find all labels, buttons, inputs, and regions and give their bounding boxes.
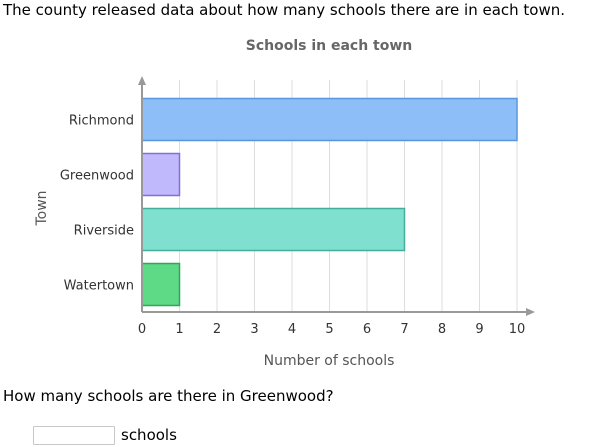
x-axis-arrow [526, 308, 535, 316]
x-tick-label-0: 0 [138, 322, 146, 337]
x-tick-label-4: 4 [288, 322, 296, 337]
bar-riverside [141, 207, 406, 252]
x-axis-label: Number of schools [264, 353, 395, 369]
category-label-richmond: Richmond [69, 114, 134, 129]
bar-richmond [141, 97, 518, 142]
category-label-watertown: Watertown [64, 279, 134, 294]
axes [138, 76, 535, 316]
x-tick-label-2: 2 [213, 322, 221, 337]
y-category-labels: Richmond Greenwood Riverside Watertown [60, 114, 134, 294]
x-tick-labels: 0 1 2 3 4 5 6 7 8 9 10 [138, 322, 525, 337]
y-axis-arrow [138, 76, 146, 85]
category-label-riverside: Riverside [74, 224, 134, 239]
bar-watertown [141, 262, 181, 307]
x-tick-label-10: 10 [509, 322, 526, 337]
answer-input[interactable] [33, 425, 115, 445]
category-label-greenwood: Greenwood [60, 169, 134, 184]
intro-text: The county released data about how many … [3, 1, 566, 19]
x-tick-label-1: 1 [175, 322, 183, 337]
x-tick-label-7: 7 [400, 322, 408, 337]
question-text: How many schools are there in Greenwood? [3, 387, 334, 405]
x-tick-label-3: 3 [250, 322, 258, 337]
y-axis-label: Town [34, 190, 50, 226]
bars [141, 97, 518, 307]
x-tick-label-9: 9 [475, 322, 483, 337]
bar-chart: Schools in each town 0 1 2 3 4 5 6 7 8 9 10 Richmo… [34, 38, 535, 369]
answer-unit-label: schools [121, 426, 177, 444]
bar-greenwood [141, 152, 181, 197]
x-tick-label-5: 5 [325, 322, 333, 337]
x-tick-label-8: 8 [438, 322, 446, 337]
x-tick-label-6: 6 [363, 322, 371, 337]
chart-title: Schools in each town [246, 38, 413, 54]
answer-row: schools [33, 423, 177, 447]
